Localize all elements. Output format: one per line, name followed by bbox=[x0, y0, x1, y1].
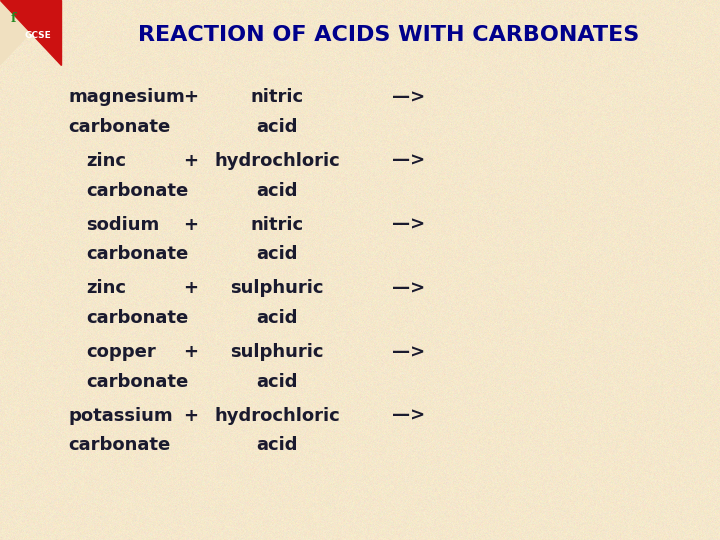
Text: carbonate: carbonate bbox=[86, 181, 189, 200]
Text: magnesium: magnesium bbox=[68, 88, 185, 106]
Text: nitric: nitric bbox=[251, 215, 304, 234]
Polygon shape bbox=[0, 0, 61, 65]
Text: carbonate: carbonate bbox=[68, 118, 171, 136]
Text: potassium: potassium bbox=[68, 407, 173, 425]
Text: +: + bbox=[184, 88, 198, 106]
Text: hydrochloric: hydrochloric bbox=[215, 407, 340, 425]
Text: GCSE: GCSE bbox=[24, 31, 51, 40]
Text: acid: acid bbox=[256, 309, 298, 327]
Text: REACTION OF ACIDS WITH CARBONATES: REACTION OF ACIDS WITH CARBONATES bbox=[138, 25, 639, 45]
Text: copper: copper bbox=[86, 343, 156, 361]
Text: +: + bbox=[184, 279, 198, 298]
Text: carbonate: carbonate bbox=[86, 309, 189, 327]
Text: zinc: zinc bbox=[86, 152, 127, 170]
Text: +: + bbox=[184, 215, 198, 234]
Text: —>: —> bbox=[392, 152, 426, 170]
Text: carbonate: carbonate bbox=[68, 436, 171, 455]
Text: —>: —> bbox=[392, 407, 426, 425]
Polygon shape bbox=[0, 0, 61, 65]
Text: sulphuric: sulphuric bbox=[230, 279, 324, 298]
Text: +: + bbox=[184, 407, 198, 425]
Text: —>: —> bbox=[392, 215, 426, 234]
Text: —>: —> bbox=[392, 88, 426, 106]
Text: acid: acid bbox=[256, 436, 298, 455]
Text: —>: —> bbox=[392, 343, 426, 361]
Text: carbonate: carbonate bbox=[86, 245, 189, 264]
Text: nitric: nitric bbox=[251, 88, 304, 106]
Text: zinc: zinc bbox=[86, 279, 127, 298]
Text: sodium: sodium bbox=[86, 215, 160, 234]
Text: acid: acid bbox=[256, 181, 298, 200]
Text: +: + bbox=[184, 152, 198, 170]
Text: +: + bbox=[184, 343, 198, 361]
Text: —>: —> bbox=[392, 279, 426, 298]
Text: carbonate: carbonate bbox=[86, 373, 189, 391]
Text: f: f bbox=[11, 12, 16, 25]
Text: acid: acid bbox=[256, 373, 298, 391]
Text: acid: acid bbox=[256, 245, 298, 264]
Text: sulphuric: sulphuric bbox=[230, 343, 324, 361]
Text: acid: acid bbox=[256, 118, 298, 136]
Text: hydrochloric: hydrochloric bbox=[215, 152, 340, 170]
